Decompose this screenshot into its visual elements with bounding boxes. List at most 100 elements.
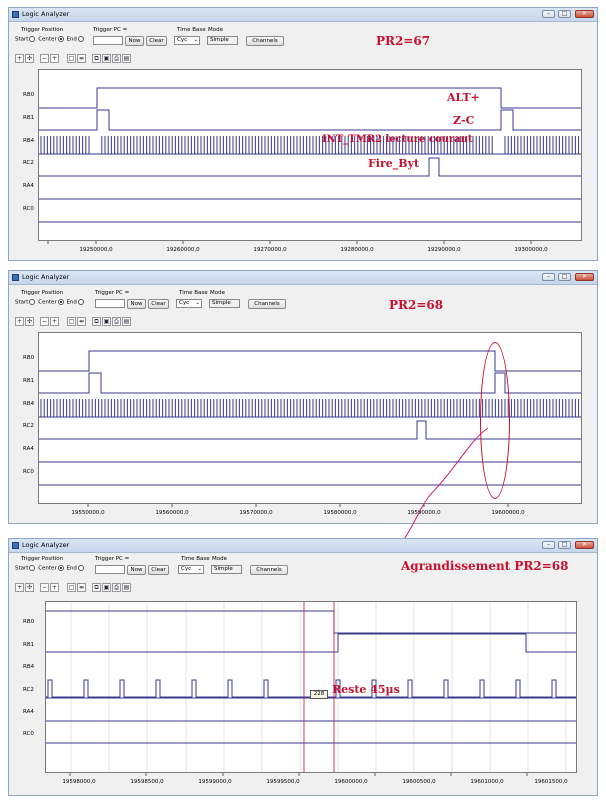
channel-label-rc2: RC2 <box>23 687 34 693</box>
channels-button[interactable]: Channels <box>248 299 286 309</box>
trigger-pc-input[interactable] <box>95 299 125 308</box>
waveform-plot[interactable]: 228 <box>45 601 577 773</box>
trigger-position-label: Trigger Position <box>21 556 64 562</box>
waveform-svg <box>46 602 576 772</box>
close-button[interactable]: ✕ <box>575 10 594 18</box>
grid-lines <box>70 602 567 772</box>
channel-label-rb1: RB1 <box>23 115 35 121</box>
x-tick-label: 19599500,0 <box>266 779 300 785</box>
trigger-center-label: Center <box>38 36 57 43</box>
move-icon[interactable]: ✣ <box>25 583 34 592</box>
chevron-down-icon: ⌄ <box>193 37 198 43</box>
trace-rb0 <box>39 350 581 372</box>
trigger-start-radio[interactable] <box>29 565 36 571</box>
trigger-end-radio[interactable] <box>77 36 84 42</box>
close-button[interactable]: ✕ <box>575 541 594 549</box>
x-tick-label: 19250000,0 <box>79 247 113 253</box>
channel-label-rc2: RC2 <box>23 423 34 429</box>
save-icon[interactable]: ▣ <box>102 54 111 63</box>
trigger-pc-label: Trigger PC = <box>93 27 128 33</box>
trigger-end-radio[interactable] <box>77 299 84 305</box>
preview-icon[interactable]: ▤ <box>122 317 131 326</box>
channel-label-rb1: RB1 <box>23 378 35 384</box>
x-tick-label: 19599000,0 <box>198 779 232 785</box>
chevron-down-icon: ⌄ <box>197 566 202 572</box>
copy-icon[interactable]: ⧉ <box>92 317 101 326</box>
select-region-icon[interactable]: □ <box>67 583 76 592</box>
channel-label-rc0: RC0 <box>23 206 34 212</box>
trigger-pc-input[interactable] <box>93 36 123 45</box>
print-icon[interactable]: ⎙ <box>112 54 121 63</box>
window-title: Logic Analyzer <box>22 541 70 549</box>
channels-button[interactable]: Channels <box>250 565 288 575</box>
copy-icon[interactable]: ⧉ <box>92 583 101 592</box>
fit-icon[interactable]: ⇹ <box>77 583 86 592</box>
trigger-center-radio[interactable] <box>57 299 64 305</box>
x-tick-label: 19598000,0 <box>62 779 96 785</box>
mode-field: Simple <box>211 565 242 574</box>
print-icon[interactable]: ⎙ <box>112 583 121 592</box>
clear-button[interactable]: Clear <box>148 299 169 309</box>
now-button[interactable]: Now <box>127 565 146 575</box>
time-base-select[interactable]: Cyc ⌄ <box>178 565 204 574</box>
trigger-position-label: Trigger Position <box>21 27 64 33</box>
zoom-out-icon[interactable]: − <box>40 583 49 592</box>
zoom-out-icon[interactable]: − <box>40 317 49 326</box>
toolbar: + ✣ − + □ ⇹ ⧉ ▣ ⎙ ▤ <box>12 582 152 594</box>
minimize-button[interactable]: – <box>542 10 555 18</box>
time-base-select[interactable]: Cyc ⌄ <box>174 36 200 45</box>
time-base-select[interactable]: Cyc ⌄ <box>176 299 202 308</box>
fit-icon[interactable]: ⇹ <box>77 54 86 63</box>
trigger-pc-input[interactable] <box>95 565 125 574</box>
minimize-button[interactable]: – <box>542 541 555 549</box>
annotation-int-tmr2: INT_TMR2 lecture courant <box>322 134 473 145</box>
preview-icon[interactable]: ▤ <box>122 583 131 592</box>
trigger-start-radio[interactable] <box>29 299 36 305</box>
zoom-in-icon[interactable]: + <box>50 317 59 326</box>
move-icon[interactable]: ✣ <box>25 54 34 63</box>
trigger-start-label: Start <box>15 36 29 43</box>
x-tick-label: 19598500,0 <box>130 779 164 785</box>
zoom-out-icon[interactable]: − <box>40 54 49 63</box>
maximize-button[interactable]: □ <box>558 10 571 18</box>
clear-button[interactable]: Clear <box>146 36 167 46</box>
trigger-start-radio[interactable] <box>29 36 36 42</box>
cursor-cross-icon[interactable]: + <box>15 583 24 592</box>
title-bar[interactable]: Logic Analyzer – □ ✕ <box>9 539 597 553</box>
print-icon[interactable]: ⎙ <box>112 317 121 326</box>
save-icon[interactable]: ▣ <box>102 317 111 326</box>
move-icon[interactable]: ✣ <box>25 317 34 326</box>
channel-label-ra4: RA4 <box>23 709 34 715</box>
title-bar[interactable]: Logic Analyzer – □ ✕ <box>9 8 597 22</box>
select-region-icon[interactable]: □ <box>67 54 76 63</box>
time-base-label: Time Base <box>177 27 206 33</box>
waveform-plot[interactable] <box>38 69 582 241</box>
maximize-button[interactable]: □ <box>558 273 571 281</box>
select-region-icon[interactable]: □ <box>67 317 76 326</box>
title-bar[interactable]: Logic Analyzer – □ ✕ <box>9 271 597 285</box>
close-button[interactable]: ✕ <box>575 273 594 281</box>
toolbar: + ✣ − + □ ⇹ ⧉ ▣ ⎙ ▤ <box>12 53 152 65</box>
maximize-button[interactable]: □ <box>558 541 571 549</box>
fit-icon[interactable]: ⇹ <box>77 317 86 326</box>
trace-rc2 <box>39 157 581 177</box>
trigger-center-radio[interactable] <box>57 36 64 42</box>
copy-icon[interactable]: ⧉ <box>92 54 101 63</box>
channel-label-ra4: RA4 <box>23 446 34 452</box>
clear-button[interactable]: Clear <box>148 565 169 575</box>
now-button[interactable]: Now <box>127 299 146 309</box>
preview-icon[interactable]: ▤ <box>122 54 131 63</box>
zoom-in-icon[interactable]: + <box>50 583 59 592</box>
zoom-in-icon[interactable]: + <box>50 54 59 63</box>
trigger-center-radio[interactable] <box>57 565 64 571</box>
cursor-cross-icon[interactable]: + <box>15 54 24 63</box>
channel-label-rc0: RC0 <box>23 469 34 475</box>
minimize-button[interactable]: – <box>542 273 555 281</box>
save-icon[interactable]: ▣ <box>102 583 111 592</box>
channels-button[interactable]: Channels <box>246 36 284 46</box>
cursor-cross-icon[interactable]: + <box>15 317 24 326</box>
now-button[interactable]: Now <box>125 36 144 46</box>
trigger-pc-label: Trigger PC = <box>95 290 130 296</box>
trigger-end-radio[interactable] <box>77 565 84 571</box>
app-icon <box>12 274 19 281</box>
